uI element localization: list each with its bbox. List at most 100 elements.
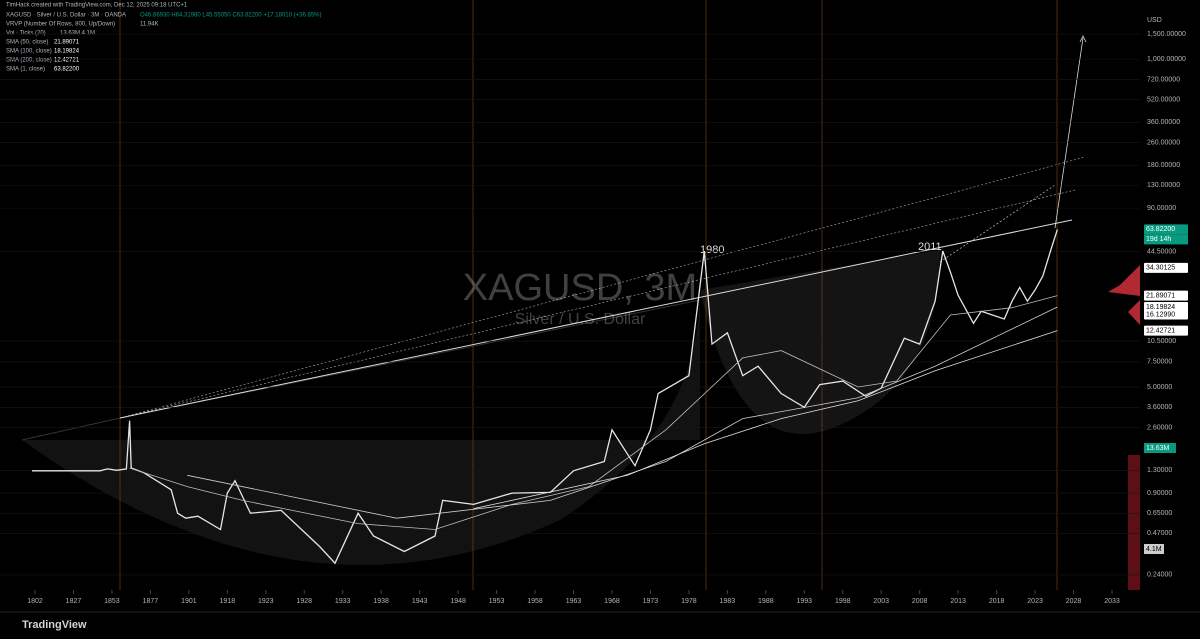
price-label-text: 18.19824	[1146, 304, 1175, 311]
x-tick-label: 1983	[720, 598, 736, 605]
price-label-box	[1144, 224, 1188, 235]
x-tick-label: 1998	[835, 598, 851, 605]
price-label-box	[1144, 325, 1188, 336]
countdown-box	[1144, 234, 1188, 245]
watermark-sub: Silver / U.S. Dollar	[515, 311, 646, 328]
price-label-box	[1144, 290, 1188, 301]
y-tick-label: 1,000.00000	[1147, 56, 1186, 63]
volume-pane	[1128, 455, 1140, 590]
vrvp-value: 11.94K	[140, 22, 159, 28]
y-tick-label: 0.47000	[1147, 530, 1172, 537]
y-tick-label: 0.90000	[1147, 490, 1172, 497]
legend-value: 21.89071	[54, 40, 80, 46]
y-tick-label: 0.24000	[1147, 572, 1172, 579]
brand: TradingView	[22, 619, 87, 631]
x-tick-label: 1953	[489, 598, 505, 605]
legend-value: 18.19824	[54, 49, 80, 55]
price-label-text: 16.12990	[1146, 311, 1175, 318]
series-line	[187, 306, 1058, 519]
y-tick-label: 44.50000	[1147, 249, 1176, 256]
x-tick-label: 1948	[450, 598, 466, 605]
x-tick-label: 1923	[258, 598, 274, 605]
price-label-text: 12.42721	[1146, 327, 1175, 334]
session-lines	[119, 0, 1058, 590]
x-tick-label: 2008	[912, 598, 928, 605]
price-label-box	[1144, 262, 1188, 273]
x-tick-label: 1963	[566, 598, 582, 605]
volume-label: 4.1M	[1146, 546, 1162, 553]
x-tick-label: 1918	[220, 598, 236, 605]
symbol: XAGUSD · Silver / U.S. Dollar · 3M · OAN…	[6, 13, 126, 19]
y-tick-label: 10.50000	[1147, 338, 1176, 345]
x-tick-label: 1938	[373, 598, 389, 605]
x-tick-label: 2023	[1027, 598, 1043, 605]
x-tick-label: 1928	[296, 598, 312, 605]
y-tick-label: 520.00000	[1147, 96, 1180, 103]
y-tick-label: 130.00000	[1147, 182, 1180, 189]
legend-name: SMA (1, close)	[6, 67, 45, 73]
y-tick-label: 3.60000	[1147, 404, 1172, 411]
price-label: 21.89071	[1144, 290, 1188, 301]
legend-value: 12.42721	[54, 58, 80, 64]
price-label: 12.42721	[1144, 325, 1188, 336]
price-label-box	[1144, 309, 1188, 320]
y-tick-label: 1,500.00000	[1147, 31, 1186, 38]
series-line	[32, 229, 1059, 565]
legend-value: 63.82200	[54, 67, 80, 73]
annotation: 1980	[700, 244, 724, 256]
y-tick-label: 260.00000	[1147, 139, 1180, 146]
annotation: 2011	[918, 241, 942, 253]
x-tick-label: 1827	[66, 598, 82, 605]
legend-name: SMA (100, close)	[6, 49, 52, 55]
price-label: 16.12990	[1144, 309, 1188, 320]
series-line	[129, 295, 1058, 530]
volume-profile	[1108, 265, 1140, 325]
y-tick-label: 5.00000	[1147, 384, 1172, 391]
legend-name: SMA (50, close)	[6, 40, 48, 46]
vrvp: VRVP (Number Of Rows, 800, Up/Down)	[6, 22, 115, 28]
y-tick-label: 90.00000	[1147, 205, 1176, 212]
price-label-text: 63.82200	[1146, 226, 1175, 233]
watermark: XAGUSD, 3M	[463, 267, 697, 309]
price-label-text: 21.89071	[1146, 292, 1175, 299]
volume-label-box	[1144, 443, 1176, 453]
credit: TimHack created with TradingView.com, De…	[6, 3, 188, 9]
x-tick-label: 1993	[796, 598, 812, 605]
y-tick-label: 2.60000	[1147, 424, 1172, 431]
x-tick-label: 2033	[1104, 598, 1120, 605]
currency: USD	[1147, 17, 1162, 24]
x-tick-label: 1978	[681, 598, 697, 605]
x-tick-label: 1877	[143, 598, 159, 605]
cup-shape	[700, 250, 940, 434]
series-line	[473, 330, 1058, 510]
x-tick-label: 1958	[527, 598, 543, 605]
x-tick-label: 1988	[758, 598, 774, 605]
legend-name: SMA (200, close)	[6, 58, 52, 64]
price-label: 63.82200	[1144, 224, 1188, 235]
trend-lines	[119, 35, 1087, 419]
y-tick-label: 0.65000	[1147, 510, 1172, 517]
volume-legend-value: 13.63M 4.1M	[60, 31, 95, 37]
x-tick-label: 2013	[950, 598, 966, 605]
x-tick-label: 1968	[604, 598, 620, 605]
volume-legend: Vol · Ticks (20)	[6, 31, 46, 37]
volume-label-box	[1144, 544, 1164, 554]
x-tick-label: 1933	[335, 598, 351, 605]
x-tick-label: 2018	[989, 598, 1005, 605]
y-tick-label: 180.00000	[1147, 162, 1180, 169]
price-label: 34.30125	[1144, 262, 1188, 273]
ohlc: O46.66930 H64.31980 L45.55050 C63.82200 …	[140, 13, 322, 19]
y-tick-label: 1.30000	[1147, 467, 1172, 474]
volume-label: 13.63M	[1146, 445, 1170, 452]
x-tick-label: 2003	[873, 598, 889, 605]
x-tick-label: 1943	[412, 598, 428, 605]
y-tick-label: 720.00000	[1147, 76, 1180, 83]
y-tick-label: 7.50000	[1147, 359, 1172, 366]
price-label-text: 34.30125	[1146, 265, 1175, 272]
x-tick-label: 1853	[104, 598, 120, 605]
x-tick-label: 1973	[643, 598, 659, 605]
